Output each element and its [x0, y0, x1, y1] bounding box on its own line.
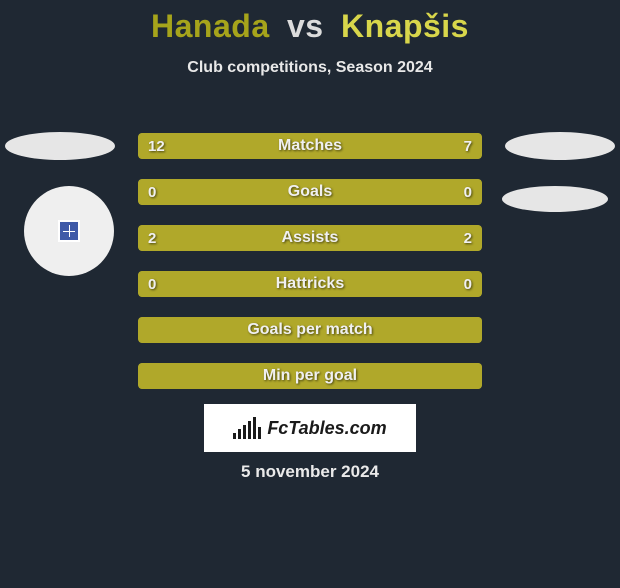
stat-label: Goals per match [138, 317, 482, 343]
page-title: Hanada vs Knapšis [0, 8, 620, 45]
player2-club-badge [505, 132, 615, 160]
stats-panel: 127Matches 00Goals 22Assists 00Hattricks Goa… [138, 133, 482, 409]
stat-row: Goals per match [138, 317, 482, 343]
stat-row: 00Goals [138, 179, 482, 205]
stat-label: Min per goal [138, 363, 482, 389]
comparison-card: Hanada vs Knapšis Club competitions, Sea… [0, 8, 620, 77]
brand-logo[interactable]: FcTables.com [204, 404, 416, 452]
vs-text: vs [287, 8, 324, 44]
player2-name: Knapšis [341, 8, 469, 44]
player1-avatar [24, 186, 114, 276]
date-label: 5 november 2024 [0, 462, 620, 482]
stat-row: Min per goal [138, 363, 482, 389]
subtitle: Club competitions, Season 2024 [0, 59, 620, 77]
player2-flag [502, 186, 608, 212]
brand-bars-icon [233, 417, 261, 439]
stat-label: Goals [138, 179, 482, 205]
stat-row: 127Matches [138, 133, 482, 159]
stat-label: Assists [138, 225, 482, 251]
stat-row: 22Assists [138, 225, 482, 251]
player1-name: Hanada [151, 8, 270, 44]
stat-label: Matches [138, 133, 482, 159]
stat-label: Hattricks [138, 271, 482, 297]
brand-text: FcTables.com [267, 418, 386, 439]
player1-club-badge [5, 132, 115, 160]
avatar-placeholder-icon [58, 220, 80, 242]
stat-row: 00Hattricks [138, 271, 482, 297]
